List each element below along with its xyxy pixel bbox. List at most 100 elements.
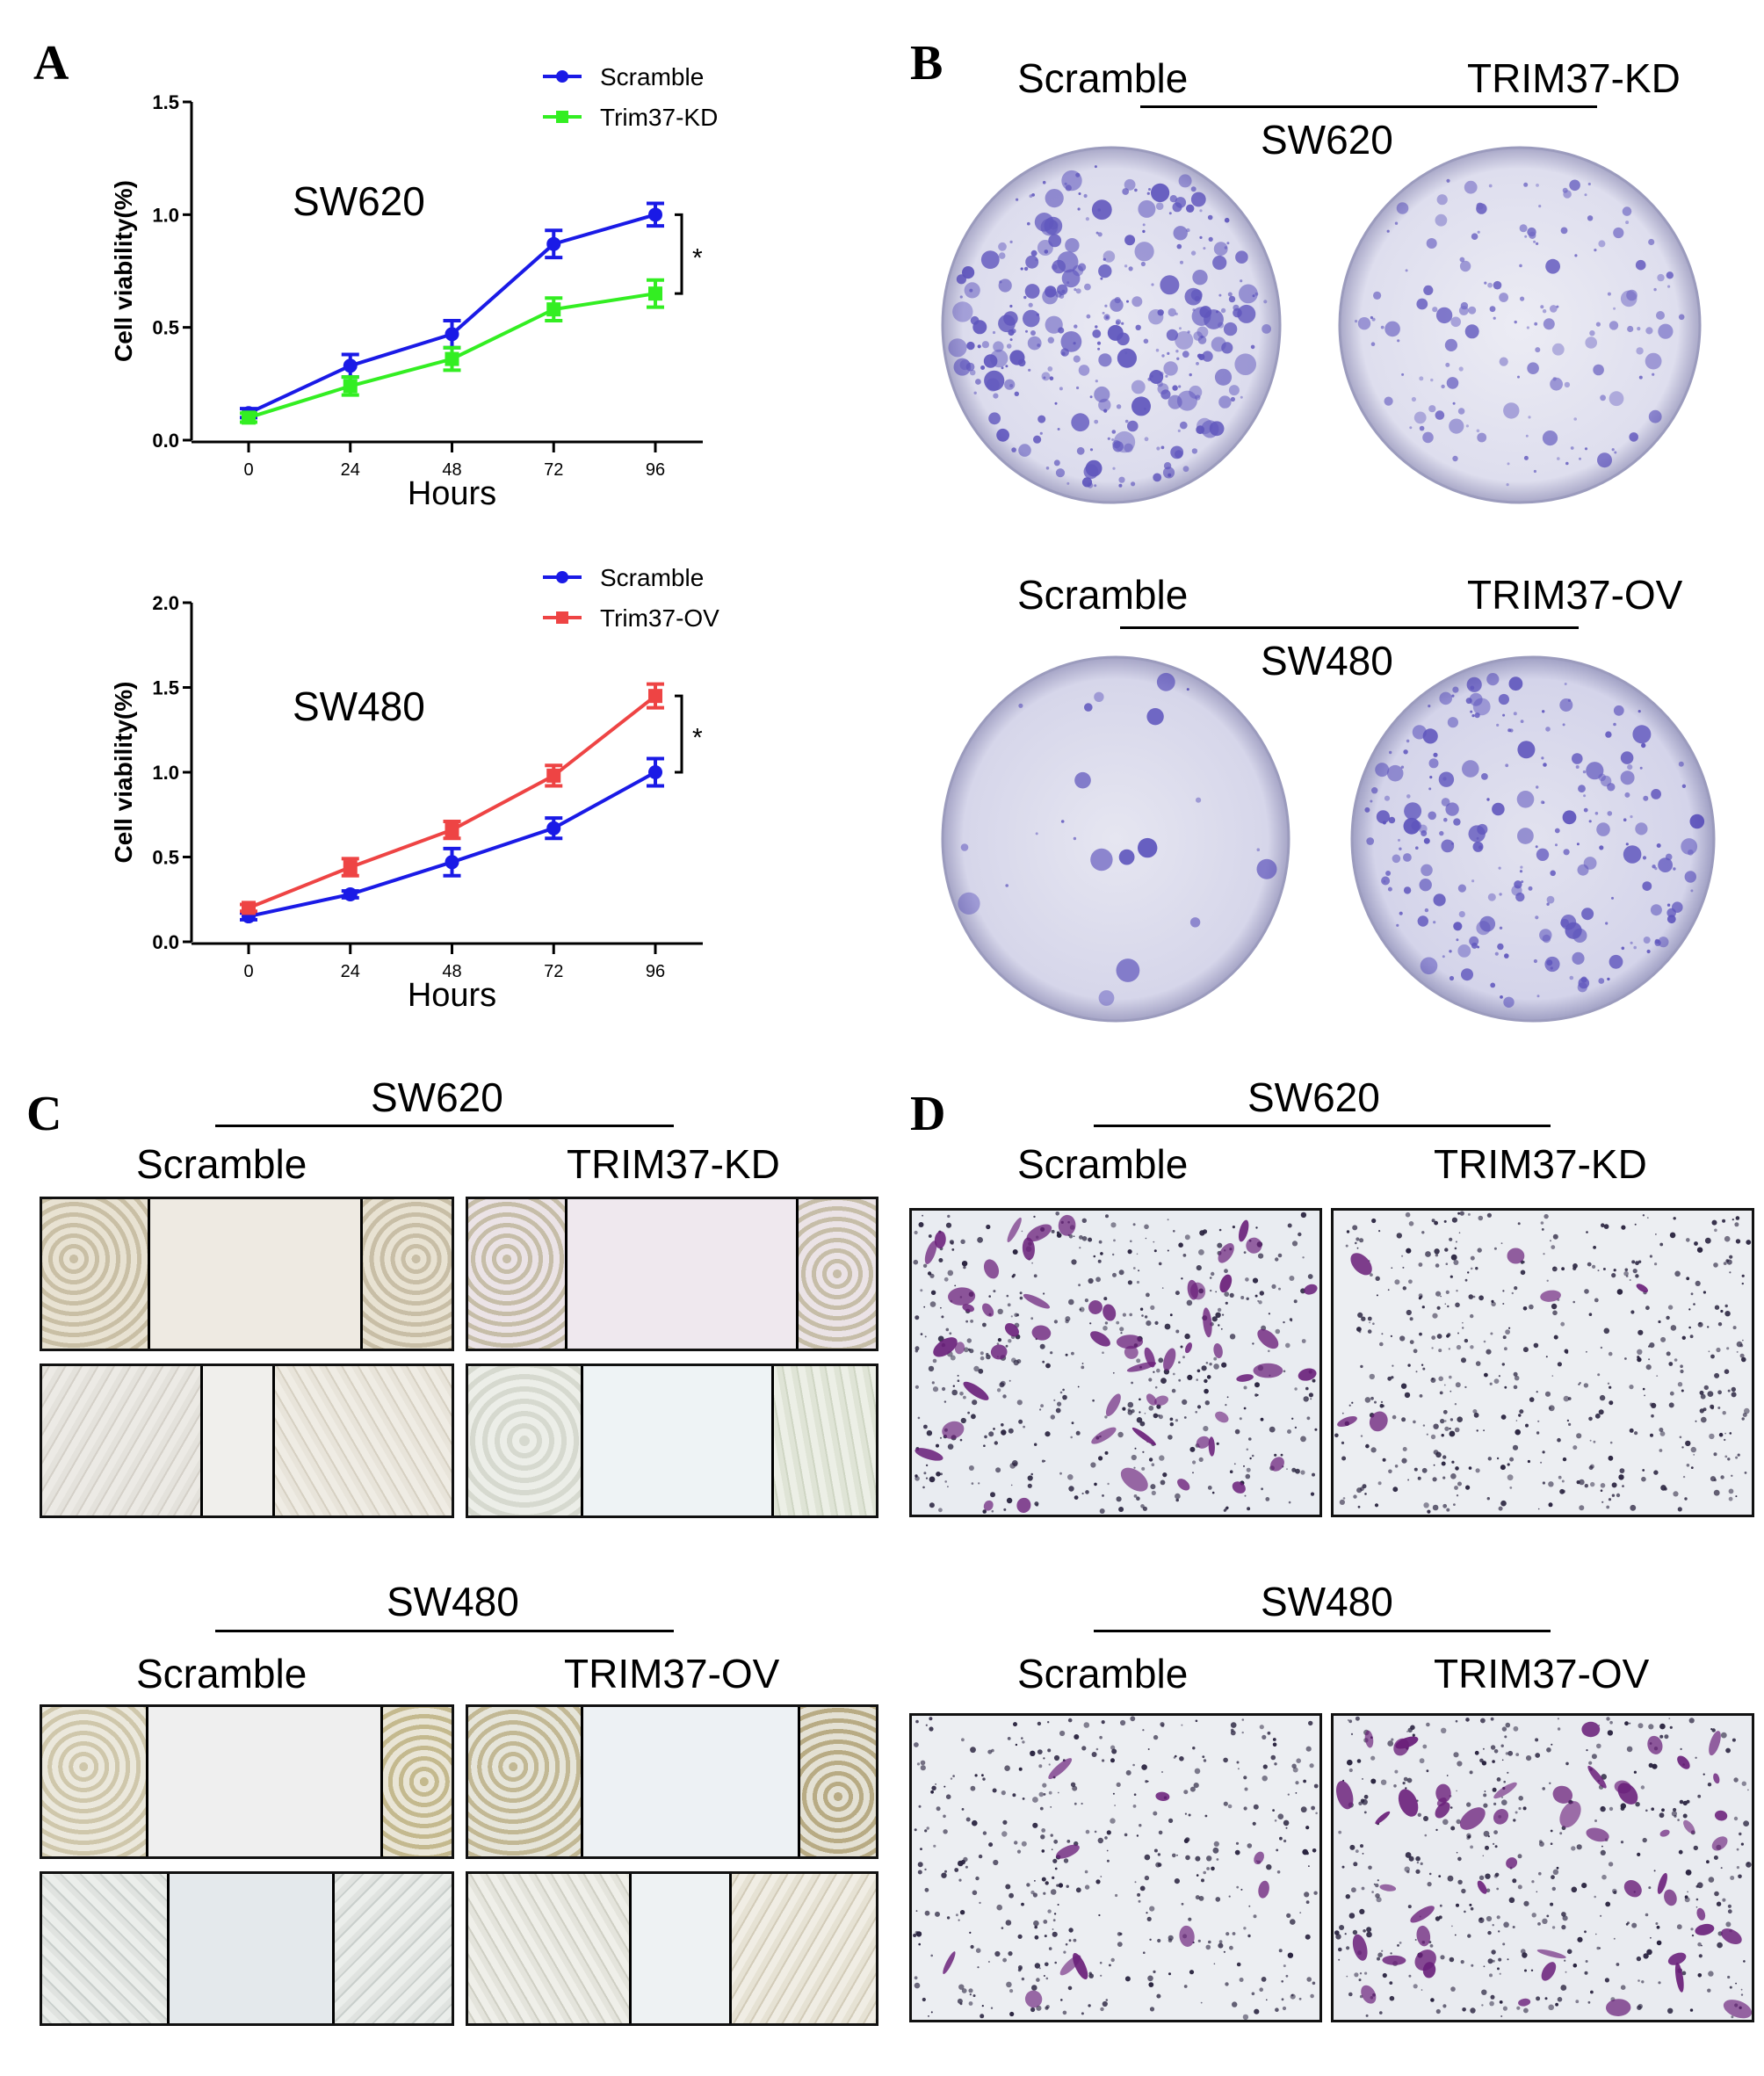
- pore-dot: [1597, 1269, 1600, 1272]
- pore-dot: [1725, 1921, 1731, 1928]
- pore-dot: [1196, 1265, 1202, 1271]
- pore-dot: [995, 1467, 1001, 1473]
- pore-dot: [1015, 1743, 1018, 1747]
- pore-dot: [1736, 1848, 1739, 1851]
- colony: [984, 370, 1005, 391]
- y-tick-label: 1.5: [152, 91, 179, 113]
- pore-dot: [1380, 1779, 1387, 1785]
- pore-dot: [1538, 1840, 1543, 1843]
- pore-dot: [1252, 1277, 1259, 1284]
- pore-dot: [1724, 1438, 1726, 1442]
- pore-dot: [1149, 2007, 1155, 2012]
- pore-dot: [1584, 1971, 1588, 1975]
- pore-dot: [1034, 1925, 1037, 1929]
- pore-dot: [1652, 1763, 1658, 1769]
- colony: [1596, 822, 1610, 836]
- colony: [1575, 765, 1580, 769]
- pore-dot: [1341, 1441, 1345, 1444]
- pore-dot: [1478, 1875, 1485, 1880]
- colony: [1587, 182, 1591, 186]
- pore-dot: [1236, 1885, 1240, 1889]
- pore-dot: [1576, 1433, 1582, 1439]
- pore-dot: [1659, 1734, 1664, 1739]
- pore-dot: [991, 1509, 994, 1513]
- colony: [1614, 451, 1617, 454]
- pore-dot: [1464, 1278, 1468, 1282]
- colony: [980, 250, 1000, 269]
- pore-dot: [1653, 1870, 1656, 1872]
- colony: [1511, 885, 1522, 896]
- colony: [1049, 220, 1059, 230]
- pore-dot: [1731, 1386, 1736, 1392]
- migrated-cell: [1163, 1348, 1176, 1371]
- pore-dot: [1066, 1884, 1069, 1888]
- colony: [1094, 484, 1097, 488]
- pore-dot: [1153, 1734, 1159, 1740]
- colony: [1546, 895, 1555, 904]
- pore-dot: [1348, 1768, 1353, 1773]
- colony: [1533, 958, 1537, 964]
- colony: [1564, 683, 1567, 685]
- colony: [1224, 246, 1228, 250]
- pore-dot: [1102, 1759, 1105, 1762]
- pore-dot: [1502, 1942, 1506, 1946]
- colony-dish-sw620-scramble: [941, 146, 1282, 504]
- pore-dot: [1139, 1885, 1146, 1892]
- pore-dot: [1551, 1375, 1554, 1377]
- pore-dot: [1365, 1443, 1370, 1449]
- pore-dot: [1023, 1425, 1025, 1429]
- pore-dot: [1646, 1217, 1649, 1219]
- colony: [1116, 958, 1140, 982]
- colony: [1465, 698, 1472, 705]
- pore-dot: [1017, 1934, 1023, 1939]
- colony: [1627, 764, 1633, 770]
- pore-dot: [1110, 1818, 1116, 1824]
- pore-dot: [1637, 1852, 1641, 1856]
- pore-dot: [1243, 1251, 1247, 1254]
- pore-dot: [1291, 1467, 1297, 1472]
- colony: [1025, 329, 1028, 333]
- colony: [1441, 798, 1450, 807]
- pore-dot: [1030, 1317, 1034, 1320]
- pore-dot: [1200, 2001, 1203, 2004]
- pore-dot: [1139, 1307, 1144, 1311]
- colony: [1542, 801, 1545, 804]
- pore-dot: [1659, 1723, 1666, 1730]
- pore-dot: [1696, 1247, 1703, 1253]
- pore-dot: [1084, 1870, 1088, 1874]
- pore-dot: [1021, 1977, 1025, 1981]
- colony: [1629, 432, 1638, 442]
- pore-dot: [1449, 1428, 1451, 1430]
- pore-dot: [1409, 1340, 1414, 1344]
- colony: [998, 252, 1006, 259]
- pore-dot: [988, 1431, 994, 1437]
- pore-dot: [1561, 1479, 1565, 1483]
- colony: [960, 843, 969, 851]
- pore-dot: [1431, 1219, 1435, 1223]
- pore-dot: [1402, 1447, 1407, 1451]
- pore-dot: [1292, 1767, 1298, 1773]
- pore-dot: [1485, 1873, 1491, 1879]
- pore-dot: [1470, 1906, 1474, 1911]
- pore-dot: [1476, 1429, 1478, 1432]
- pore-dot: [931, 1381, 935, 1385]
- pore-dot: [1561, 1912, 1566, 1917]
- colony: [1078, 263, 1087, 271]
- pore-dot: [1044, 1460, 1046, 1462]
- pore-dot: [1572, 1963, 1578, 1968]
- pore-dot: [940, 1306, 942, 1309]
- pore-dot: [1172, 1372, 1175, 1376]
- colony: [1536, 785, 1539, 789]
- pore-dot: [1720, 1475, 1724, 1479]
- colony: [1401, 373, 1405, 376]
- pore-dot: [1430, 1434, 1436, 1440]
- pore-dot: [1224, 1269, 1228, 1274]
- pore-dot: [1274, 1819, 1277, 1822]
- pore-dot: [1624, 1357, 1627, 1360]
- pore-dot: [1611, 1482, 1617, 1488]
- pore-dot: [972, 1890, 978, 1896]
- pore-dot: [1584, 1289, 1589, 1294]
- pore-dot: [1735, 1456, 1739, 1459]
- pore-dot: [1631, 1922, 1637, 1928]
- colony: [1428, 787, 1432, 791]
